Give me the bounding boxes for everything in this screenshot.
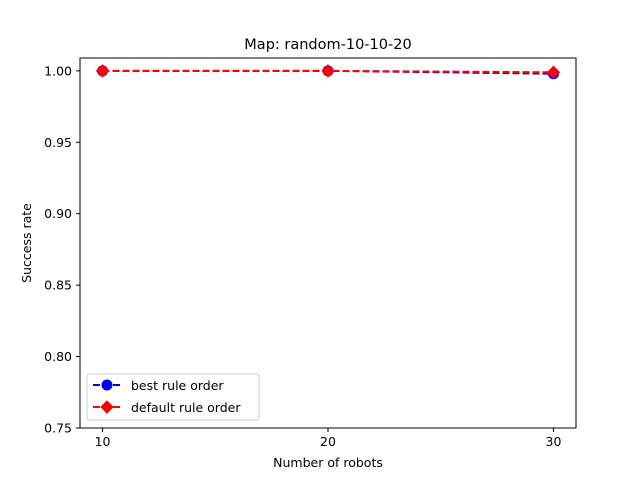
chart-title: Map: random-10-10-20	[244, 37, 411, 53]
axes-frame	[79, 57, 577, 429]
y-tick-label: 0.85	[44, 278, 72, 293]
legend-frame	[86, 373, 260, 421]
legend-marker-default-rule-order	[100, 400, 114, 414]
data-point-default-rule-order	[546, 65, 561, 79]
y-tick-label: 0.80	[44, 349, 72, 364]
x-tick-label: 10	[95, 434, 111, 449]
plot-area: 10 20 30 0.75 0.80 0.85 0.90 0.95 1.00	[44, 63, 561, 449]
y-tick-label: 1.00	[44, 63, 72, 78]
y-tick-label: 0.95	[44, 135, 72, 150]
y-tick-label: 0.90	[44, 206, 72, 221]
legend-marker-best-rule-order	[101, 379, 113, 391]
data-point-default-rule-order	[321, 64, 335, 78]
x-tick-label: 20	[320, 434, 336, 449]
y-tick-label: 0.75	[44, 421, 72, 436]
x-tick-label: 30	[546, 434, 562, 449]
y-axis-label: Success rate	[19, 203, 34, 283]
legend: best rule order default rule order	[86, 373, 260, 421]
legend-label-best-rule-order: best rule order	[131, 378, 224, 393]
data-point-default-rule-order	[95, 64, 110, 78]
legend-label-default-rule-order: default rule order	[131, 400, 241, 415]
x-axis-label: Number of robots	[273, 455, 383, 470]
